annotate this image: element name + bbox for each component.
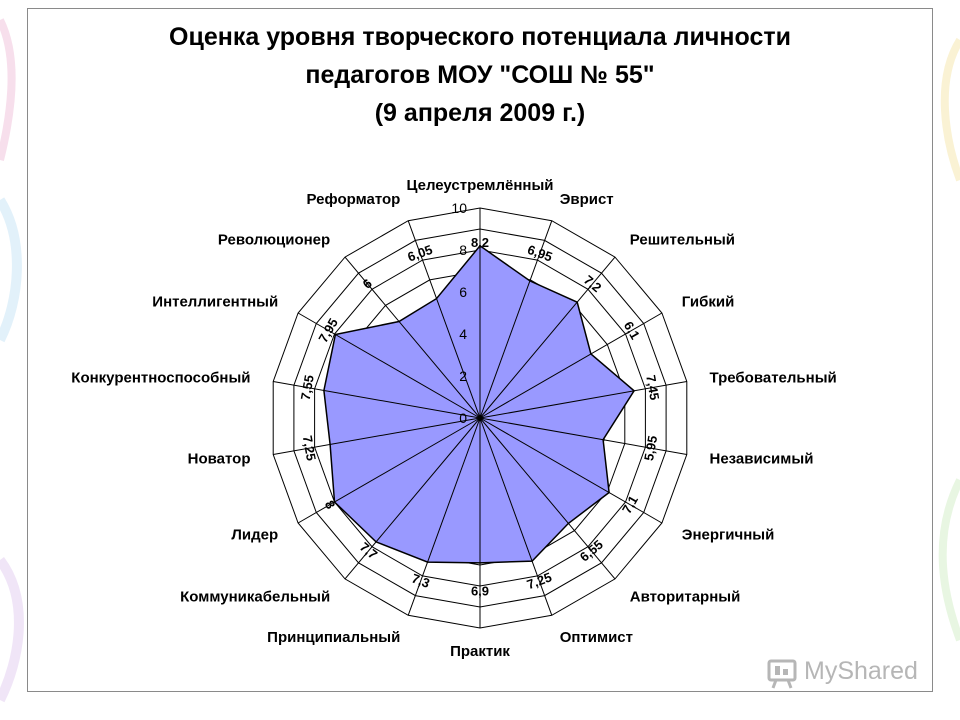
category-label: Гибкий: [682, 294, 735, 311]
radial-tick-label: 6: [459, 284, 467, 300]
axis-spoke: [407, 220, 481, 419]
data-label: 7,25: [525, 569, 554, 592]
watermark-logo: MyShared: [766, 656, 926, 692]
category-label: Оптимист: [560, 629, 633, 646]
radial-tick-label: 2: [459, 368, 467, 384]
category-label: Принципиальный: [267, 629, 400, 646]
category-label: Требовательный: [710, 370, 837, 387]
data-label: 7,25: [300, 434, 319, 462]
axis-spoke: [407, 417, 481, 616]
radial-tick-label: 8: [459, 242, 467, 258]
axis-spoke: [273, 417, 481, 455]
data-label: 6,9: [471, 584, 489, 599]
category-label: Авторитарный: [630, 589, 741, 606]
category-label: Лидер: [231, 527, 278, 544]
category-label: Революционер: [218, 232, 330, 249]
data-label: 6,05: [406, 242, 435, 265]
data-label: 7,3: [410, 571, 432, 591]
chart-title-line-1: Оценка уровня творческого потенциала лич…: [169, 23, 791, 51]
data-label: 5,95: [641, 434, 660, 462]
category-label: Независимый: [710, 451, 814, 468]
data-label: 6,55: [577, 537, 606, 565]
axis-spoke: [479, 256, 616, 419]
presentation-icon: [767, 659, 797, 689]
axis-spoke: [344, 256, 481, 419]
axis-spoke: [479, 417, 553, 616]
category-label: Интеллигентный: [152, 294, 278, 311]
data-label: 8,2: [471, 235, 489, 250]
axis-spoke: [479, 417, 616, 580]
axis-spoke: [273, 381, 481, 419]
radial-tick-label: 10: [451, 200, 467, 216]
data-label: 6,1: [621, 319, 643, 342]
category-label: Реформатор: [307, 191, 401, 208]
axis-spoke: [479, 381, 687, 419]
axis-spoke: [297, 417, 481, 524]
category-label: Решительный: [630, 232, 735, 249]
category-label: Конкурентноспособный: [71, 370, 250, 387]
watermark-text: MyShared: [804, 657, 918, 685]
category-label: Практик: [450, 643, 510, 660]
radial-tick-label: 4: [459, 326, 467, 342]
data-label: 6,95: [526, 242, 555, 265]
data-label: 7,45: [643, 374, 662, 402]
axis-spoke: [479, 417, 663, 524]
chart-title-line-3: (9 апреля 2009 г.): [374, 99, 586, 127]
data-label: 7,2: [581, 272, 604, 295]
category-label: Эврист: [560, 191, 614, 208]
radial-tick-label: 0: [459, 410, 467, 426]
axis-spoke: [297, 312, 481, 419]
category-label: Коммуникабельный: [180, 589, 330, 606]
chart-title-line-2: педагогов МОУ "СОШ № 55": [305, 61, 655, 89]
data-label: 7,1: [619, 493, 641, 516]
axis-spoke: [479, 312, 663, 419]
chart-title: Оценка уровня творческого потенциала лич…: [27, 18, 933, 132]
category-label: Целеустремлённый: [406, 177, 553, 194]
axis-spoke: [479, 220, 553, 419]
category-label: Новатор: [188, 451, 251, 468]
data-label: 8: [322, 498, 339, 512]
data-label: 7,55: [298, 374, 317, 402]
axis-spoke: [479, 417, 687, 455]
axis-spoke: [344, 417, 481, 580]
category-label: Энергичный: [682, 527, 775, 544]
